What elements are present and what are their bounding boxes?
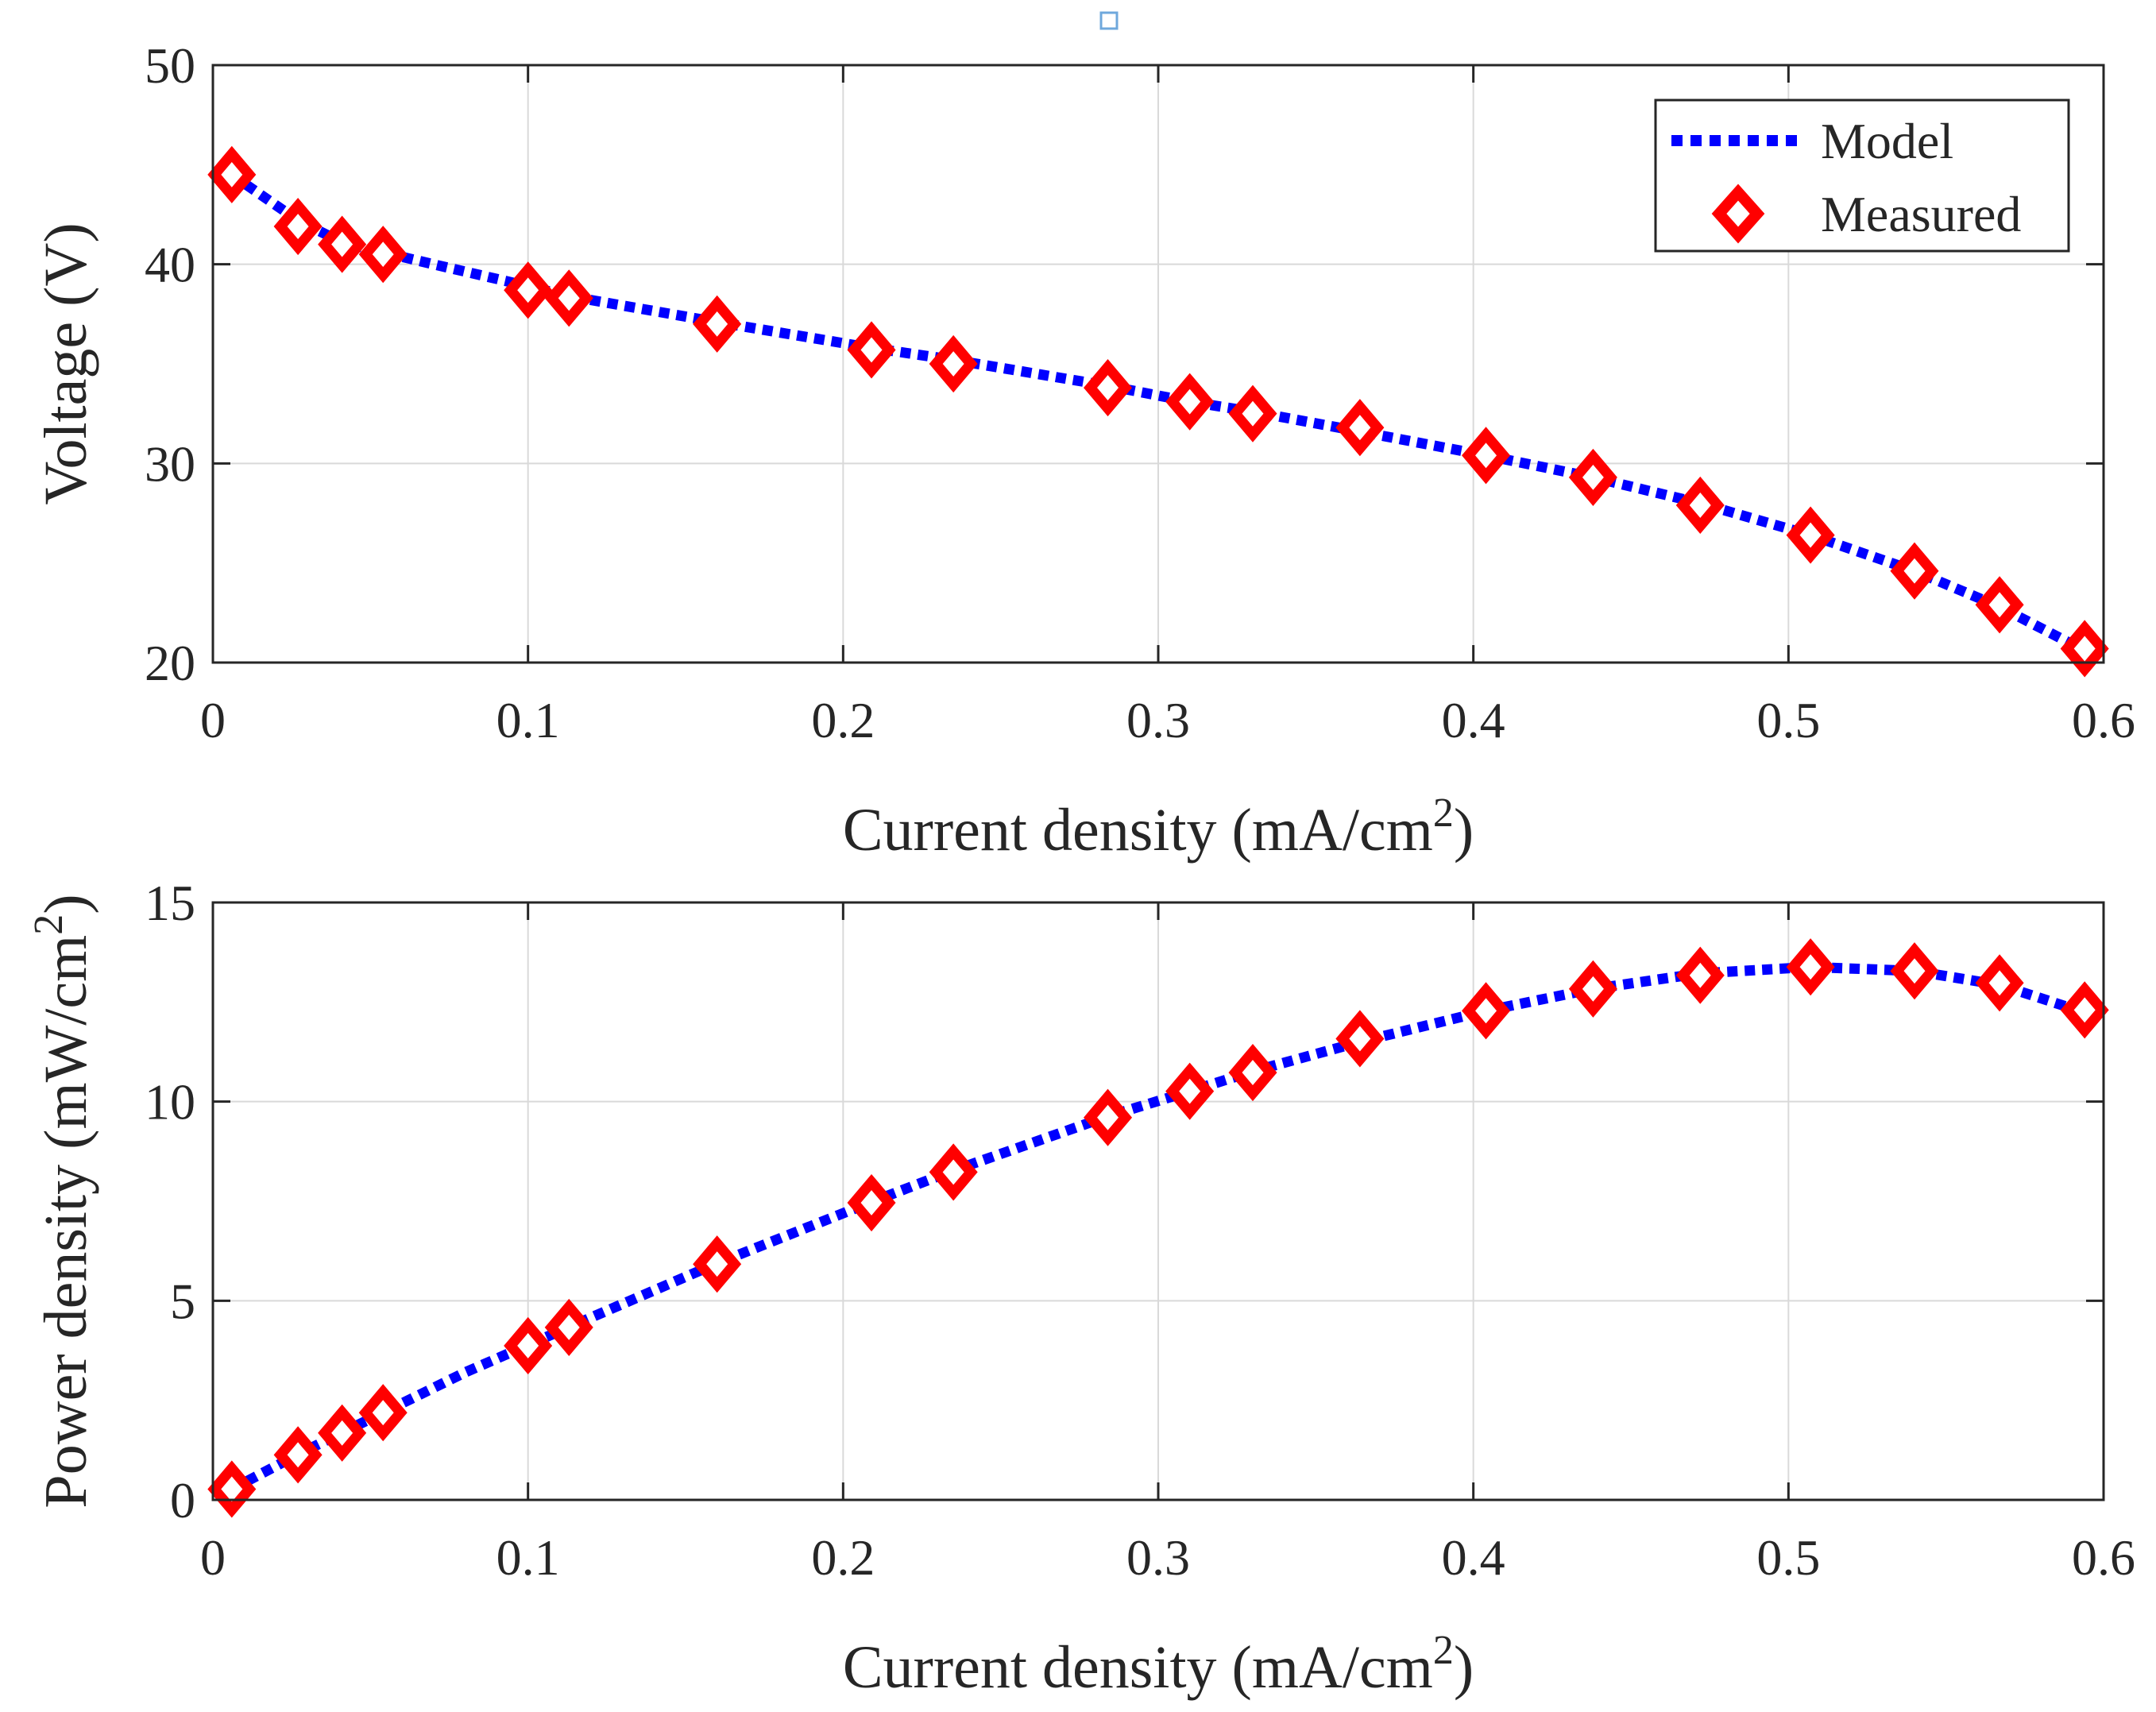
voltage-x-tick-label: 0.1	[496, 692, 560, 748]
power-x-axis-label: Current density (mA/cm2)	[843, 1628, 1474, 1701]
voltage-measured-point	[1975, 576, 2024, 634]
power-panel: 0 0.1 0.2 0.3 0.4 0.5 0.6 0 5 10 15 Current densit…	[26, 875, 2135, 1701]
power-measured-point	[1786, 938, 1835, 996]
power-ticks: 0 0.1 0.2 0.3 0.4 0.5 0.6 0 5 10 15	[145, 875, 2135, 1586]
voltage-measured-point	[929, 334, 978, 393]
power-measured-point	[358, 1384, 408, 1442]
voltage-measured-point	[847, 321, 896, 379]
voltage-measured-point	[693, 295, 742, 353]
legend-model-label: Model	[1821, 113, 1953, 169]
power-xlabel-end: )	[1454, 1634, 1474, 1701]
power-y-tick-label: 5	[170, 1273, 195, 1329]
power-measured-point	[1975, 954, 2024, 1012]
voltage-measured-point	[273, 197, 323, 256]
voltage-y-tick-label: 50	[145, 37, 195, 94]
voltage-xlabel-end: )	[1454, 797, 1474, 864]
power-measured-point	[1165, 1062, 1215, 1120]
voltage-y-tick-label: 40	[145, 237, 195, 293]
power-y-tick-label: 15	[145, 875, 195, 931]
voltage-y-axis-label: Voltage (V)	[33, 222, 99, 504]
power-measured-point	[1675, 946, 1725, 1004]
voltage-x-tick-label: 0.3	[1126, 692, 1190, 748]
power-measured-point	[273, 1426, 323, 1484]
power-measured-point	[504, 1316, 553, 1375]
power-measured-point	[1335, 1010, 1385, 1068]
voltage-measured-point	[1786, 506, 1835, 564]
voltage-x-tick-label: 0.2	[811, 692, 875, 748]
power-x-tick-label: 0.6	[2072, 1529, 2135, 1586]
voltage-measured-point	[504, 261, 553, 319]
power-x-tick-label: 0.5	[1756, 1529, 1820, 1586]
power-y-tick-label: 0	[170, 1472, 195, 1528]
power-measured-point	[847, 1173, 896, 1232]
voltage-measured-point	[1890, 542, 1939, 600]
voltage-panel: 0 0.1 0.2 0.3 0.4 0.5 0.6 20 30 40 50 Model Measur…	[33, 37, 2135, 864]
power-ylabel-main: Power density (mW/cm	[33, 935, 99, 1509]
voltage-x-tick-label: 0	[200, 692, 226, 748]
voltage-measured-point	[1165, 373, 1215, 431]
power-measured-point	[2060, 981, 2109, 1039]
power-grid	[213, 902, 2104, 1500]
voltage-measured-point	[1084, 359, 1133, 417]
power-y-axis-label: Power density (mW/cm2)	[26, 894, 99, 1508]
voltage-measured-point	[1568, 448, 1617, 506]
voltage-x-tick-label: 0.4	[1442, 692, 1505, 748]
stray-square-marker	[1099, 11, 1119, 30]
power-measured-point	[544, 1298, 593, 1356]
voltage-measured-point	[1675, 476, 1725, 535]
legend-measured-swatch	[1711, 184, 1765, 244]
voltage-y-tick-label: 30	[145, 435, 195, 492]
power-x-tick-label: 0.1	[496, 1529, 560, 1586]
power-xlabel-main: Current density (mA/cm	[843, 1634, 1433, 1701]
legend: Model Measured	[1654, 99, 2070, 253]
voltage-x-tick-label: 0.5	[1756, 692, 1820, 748]
power-measured-point	[1568, 960, 1617, 1018]
voltage-x-axis-label: Current density (mA/cm2)	[843, 790, 1474, 864]
voltage-measured-point	[318, 215, 367, 273]
power-x-tick-label: 0.3	[1126, 1529, 1190, 1586]
power-measured-point	[1228, 1044, 1277, 1102]
power-x-tick-label: 0.4	[1442, 1529, 1505, 1586]
voltage-xlabel-main: Current density (mA/cm	[843, 797, 1433, 864]
voltage-x-tick-label: 0.6	[2072, 692, 2135, 748]
legend-measured-label: Measured	[1821, 186, 2021, 242]
power-measured-markers	[207, 938, 2109, 1518]
voltage-xlabel-sup: 2	[1433, 790, 1454, 836]
power-measured-point	[1462, 982, 1511, 1040]
voltage-ticks: 0 0.1 0.2 0.3 0.4 0.5 0.6 20 30 40 50	[145, 37, 2135, 748]
power-measured-point	[318, 1404, 367, 1462]
voltage-measured-point	[207, 145, 257, 203]
power-ylabel-sup: 2	[26, 914, 71, 935]
voltage-measured-markers	[207, 145, 2109, 678]
power-xlabel-sup: 2	[1433, 1628, 1454, 1673]
power-measured-point	[1890, 942, 1939, 1000]
power-measured-point	[929, 1143, 978, 1201]
voltage-measured-point	[544, 269, 593, 327]
power-y-tick-label: 10	[145, 1074, 195, 1130]
voltage-measured-point	[1462, 427, 1511, 485]
power-measured-point	[1084, 1088, 1133, 1146]
power-x-tick-label: 0.2	[811, 1529, 875, 1586]
voltage-measured-point	[1335, 399, 1385, 457]
power-ylabel-end: )	[33, 894, 99, 914]
power-measured-point	[693, 1235, 742, 1293]
power-x-tick-label: 0	[200, 1529, 226, 1586]
voltage-measured-point	[358, 226, 408, 284]
voltage-y-tick-label: 20	[145, 635, 195, 691]
voltage-measured-point	[2060, 620, 2109, 678]
voltage-measured-point	[1228, 385, 1277, 442]
